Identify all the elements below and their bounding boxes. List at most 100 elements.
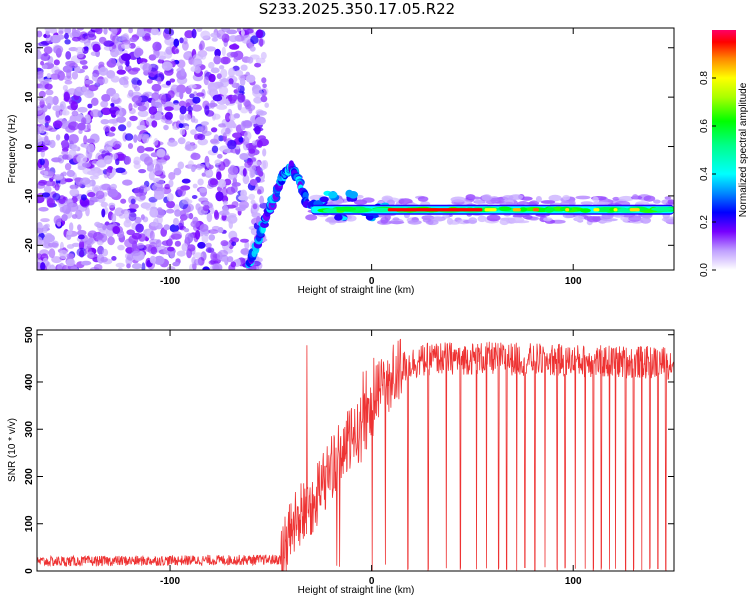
spectrogram-noise-cell xyxy=(187,105,193,113)
spectrogram-noise-cell xyxy=(215,191,224,202)
spectrogram-noise-cell xyxy=(219,86,229,96)
spectrogram-tone-halo xyxy=(592,196,599,203)
spectrogram-noise-cell xyxy=(168,179,174,188)
spectrogram-noise-cell xyxy=(211,145,219,154)
spectrogram-noise-cell xyxy=(153,138,159,146)
spectrogram-noise-cell xyxy=(133,102,139,108)
spectrogram-noise-cell xyxy=(205,170,214,176)
spectrogram-noise-cell xyxy=(165,46,174,55)
spectrogram-noise-cell xyxy=(166,200,176,209)
spectrogram-noise-cell xyxy=(95,190,105,200)
spectrogram-noise-cell xyxy=(91,160,99,166)
spectrogram-tone-cell xyxy=(365,214,374,220)
spectrogram-noise-cell xyxy=(169,224,180,233)
spectrogram-noise-cell xyxy=(76,51,84,59)
spectrogram-noise-cell xyxy=(120,43,131,49)
spectrogram-noise-cell xyxy=(173,167,182,176)
spectrogram-noise-cell xyxy=(40,262,46,270)
spectrogram-noise-cell xyxy=(197,178,204,186)
spectrogram-noise-cell xyxy=(133,156,141,166)
spectrogram-noise-cell xyxy=(179,105,187,115)
spectrogram-noise-cell xyxy=(163,124,169,131)
spectrogram-noise-cell xyxy=(61,214,68,222)
spectrogram-noise-cell xyxy=(151,120,158,128)
spectrogram-noise-cell xyxy=(193,258,202,266)
spectrogram-noise-cell xyxy=(68,121,80,131)
spectrogram-noise-cell xyxy=(153,48,160,59)
spectrogram-tone-halo xyxy=(586,216,601,223)
spectrogram-noise-cell xyxy=(159,174,166,179)
colorbar: 0.0 0.2 0.4 0.6 0.8 Normalized spectral ampl… xyxy=(699,30,749,277)
snr-ytick-label: 200 xyxy=(24,468,35,485)
snr-xtick-label: 0 xyxy=(369,576,375,587)
spectrogram-noise-cell xyxy=(144,147,155,152)
spectrogram-noise-cell xyxy=(166,62,173,69)
spectrogram-tone-halo xyxy=(486,214,501,222)
spectrogram-noise-cell xyxy=(167,266,176,270)
spectrogram-tone-halo xyxy=(388,220,405,225)
spectrogram-tone-core xyxy=(544,208,554,213)
spectrogram-noise-cell xyxy=(228,94,233,102)
spectrogram-xlabel: Height of straight line (km) xyxy=(298,285,415,296)
snr-frame xyxy=(36,329,675,572)
spectrogram-noise-cell xyxy=(156,148,166,158)
spectrogram-noise-cell xyxy=(45,96,55,106)
spectrogram-noise-cell xyxy=(98,66,109,76)
spectrogram-noise-cell xyxy=(38,207,49,212)
spectrogram-noise-cell xyxy=(136,58,144,64)
spectrogram-tone-halo xyxy=(477,215,487,223)
spectrogram-noise-cell xyxy=(120,198,127,204)
spectrogram-noise-cell xyxy=(261,77,267,84)
spectrogram-noise-cell xyxy=(166,192,174,202)
spectrogram-tone-halo xyxy=(548,194,562,202)
spectrogram-noise-cell xyxy=(44,234,55,243)
spectrogram-noise-cell xyxy=(129,115,138,122)
spectrogram-noise-cell xyxy=(210,67,220,74)
spectrogram-noise-cell xyxy=(131,263,143,270)
spectrogram-noise-cell xyxy=(200,53,207,60)
spectrogram-noise-cell xyxy=(50,34,61,44)
spectrogram-noise-cell xyxy=(146,165,154,172)
spectrogram-noise-cell xyxy=(171,84,177,89)
snr-ytick-label: 100 xyxy=(24,515,35,532)
spectrogram-frame xyxy=(36,27,675,271)
spectrogram-noise-cell xyxy=(191,195,198,199)
spectrogram-noise-cell xyxy=(52,120,63,129)
spectrogram-ytick-label: 10 xyxy=(24,91,35,103)
spectrogram-noise-cell xyxy=(53,45,64,54)
spectrogram-noise-cell xyxy=(178,123,184,129)
spectrogram-tone-halo xyxy=(522,214,533,220)
spectrogram-noise-cell xyxy=(177,161,185,170)
spectrogram-noise-cell xyxy=(248,148,256,154)
spectrogram-noise-cell xyxy=(131,232,142,240)
spectrogram-noise-cell xyxy=(95,78,105,85)
spectrogram-noise-cell xyxy=(37,182,46,189)
spectrogram-noise-cell xyxy=(37,139,43,146)
spectrogram-noise-cell xyxy=(221,46,226,57)
spectrogram-noise-cell xyxy=(69,222,74,232)
spectrogram-noise-cell xyxy=(181,178,191,184)
spectrogram-noise-cell xyxy=(240,238,249,243)
spectrogram-noise-cell xyxy=(217,178,226,188)
spectrogram-noise-cell xyxy=(177,137,186,145)
spectrogram-noise-cell xyxy=(116,153,127,161)
spectrogram-tone-peak xyxy=(484,208,497,212)
spectrogram-noise-cell xyxy=(205,242,212,248)
spectrogram-noise-cell xyxy=(38,41,50,47)
spectrogram-noise-cell xyxy=(100,100,109,108)
spectrogram-tone-halo xyxy=(580,201,594,206)
spectrogram-noise-cell xyxy=(179,113,185,121)
spectrogram-noise-cell xyxy=(216,29,226,40)
spectrogram-noise-cell xyxy=(64,39,71,45)
spectrogram-noise-cell xyxy=(158,55,167,60)
spectrogram-noise-cell xyxy=(192,104,202,112)
spectrogram-noise-cell xyxy=(114,207,124,217)
snr-xtick-label: 100 xyxy=(565,576,582,587)
spectrogram-noise-cell xyxy=(51,157,62,163)
spectrogram-noise-cell xyxy=(256,110,267,116)
spectrogram-noise-cell xyxy=(76,154,88,164)
spectrogram-noise-cell xyxy=(98,61,105,67)
spectrogram-noise-cell xyxy=(176,186,184,194)
spectrogram-tone-peak xyxy=(613,208,618,212)
